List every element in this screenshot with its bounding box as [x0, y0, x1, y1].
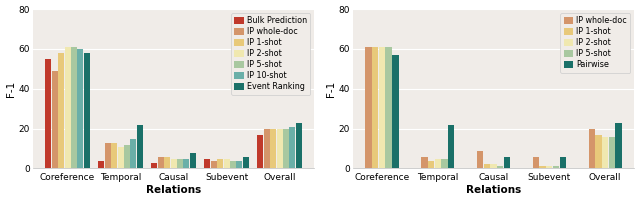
X-axis label: Relations: Relations	[466, 185, 521, 195]
Bar	[77, 49, 83, 168]
Bar	[559, 157, 566, 168]
Bar	[615, 123, 621, 168]
Bar	[230, 160, 236, 168]
Bar	[58, 53, 64, 168]
Bar	[392, 55, 399, 168]
Bar	[289, 127, 295, 168]
X-axis label: Relations: Relations	[146, 185, 201, 195]
Bar	[158, 157, 164, 168]
Bar	[152, 162, 157, 168]
Bar	[540, 167, 546, 168]
Bar	[118, 147, 124, 168]
Bar	[435, 159, 441, 168]
Y-axis label: F-1: F-1	[326, 81, 335, 97]
Y-axis label: F-1: F-1	[6, 81, 15, 97]
Bar	[484, 165, 490, 168]
Bar	[71, 47, 77, 168]
Bar	[609, 137, 615, 168]
Bar	[504, 157, 510, 168]
Bar	[243, 157, 248, 168]
Bar	[448, 125, 454, 168]
Bar	[65, 47, 70, 168]
Bar	[111, 143, 117, 168]
Bar	[52, 71, 58, 168]
Bar	[490, 165, 497, 168]
Bar	[270, 129, 276, 168]
Bar	[546, 167, 552, 168]
Bar	[385, 47, 392, 168]
Legend: Bulk Prediction, IP whole-doc, IP 1-shot, IP 2-shot, IP 5-shot, IP 10-shot, Even: Bulk Prediction, IP whole-doc, IP 1-shot…	[231, 13, 310, 95]
Bar	[264, 129, 270, 168]
Bar	[589, 129, 595, 168]
Bar	[477, 151, 483, 168]
Bar	[177, 159, 183, 168]
Bar	[211, 160, 217, 168]
Bar	[84, 53, 90, 168]
Bar	[497, 167, 504, 168]
Bar	[532, 157, 539, 168]
Bar	[428, 160, 435, 168]
Bar	[595, 135, 602, 168]
Bar	[441, 159, 447, 168]
Bar	[421, 157, 428, 168]
Bar	[283, 129, 289, 168]
Bar	[170, 159, 177, 168]
Bar	[236, 160, 243, 168]
Bar	[124, 145, 130, 168]
Bar	[296, 123, 301, 168]
Bar	[223, 159, 230, 168]
Bar	[379, 47, 385, 168]
Bar	[365, 47, 372, 168]
Bar	[130, 139, 136, 168]
Bar	[45, 59, 51, 168]
Bar	[217, 159, 223, 168]
Bar	[105, 143, 111, 168]
Bar	[99, 160, 104, 168]
Bar	[553, 167, 559, 168]
Bar	[189, 152, 196, 168]
Bar	[164, 157, 170, 168]
Bar	[257, 135, 264, 168]
Bar	[204, 159, 211, 168]
Bar	[372, 47, 378, 168]
Bar	[602, 137, 608, 168]
Bar	[276, 129, 282, 168]
Bar	[183, 159, 189, 168]
Legend: IP whole-doc, IP 1-shot, IP 2-shot, IP 5-shot, Pairwise: IP whole-doc, IP 1-shot, IP 2-shot, IP 5…	[561, 13, 630, 73]
Bar	[136, 125, 143, 168]
